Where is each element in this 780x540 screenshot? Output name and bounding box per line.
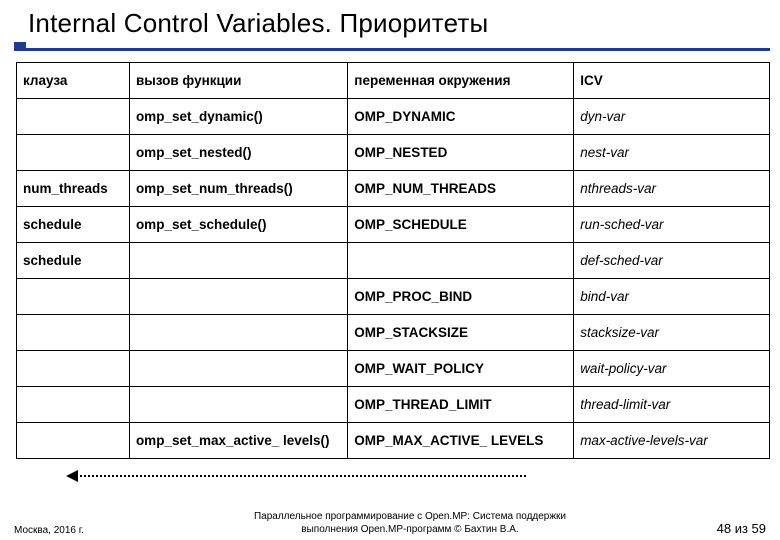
col-header: вызов функции — [129, 63, 347, 99]
title-underline — [14, 48, 770, 51]
table-row: omp_set_nested() OMP_NESTED nest-var — [17, 135, 770, 171]
slide-footer: Москва, 2016 г. Параллельное программиро… — [0, 511, 780, 536]
cell-env: OMP_PROC_BIND — [348, 279, 574, 315]
footer-center-line2: выполнения Open.MP-программ © Бахтин В.А… — [301, 524, 518, 535]
arrow-head-icon — [66, 470, 78, 482]
table-row: OMP_WAIT_POLICY wait-policy-var — [17, 351, 770, 387]
cell-icv: bind-var — [574, 279, 770, 315]
table-header-row: клауза вызов функции переменная окружени… — [17, 63, 770, 99]
cell-clause — [17, 135, 130, 171]
cell-icv: wait-policy-var — [574, 351, 770, 387]
cell-clause — [17, 351, 130, 387]
cell-func — [129, 315, 347, 351]
table-row: omp_set_max_active_ levels() OMP_MAX_ACT… — [17, 423, 770, 459]
cell-env: OMP_WAIT_POLICY — [348, 351, 574, 387]
cell-func: omp_set_schedule() — [129, 207, 347, 243]
table-row: OMP_THREAD_LIMIT thread-limit-var — [17, 387, 770, 423]
cell-clause: num_threads — [17, 171, 130, 207]
cell-func — [129, 243, 347, 279]
table-row: omp_set_dynamic() OMP_DYNAMIC dyn-var — [17, 99, 770, 135]
page-title: Internal Control Variables. Приоритеты — [28, 8, 780, 39]
cell-env: OMP_NESTED — [348, 135, 574, 171]
cell-env: OMP_DYNAMIC — [348, 99, 574, 135]
cell-icv: dyn-var — [574, 99, 770, 135]
cell-func — [129, 279, 347, 315]
table-row: OMP_STACKSIZE stacksize-var — [17, 315, 770, 351]
cell-icv: nest-var — [574, 135, 770, 171]
priority-arrow — [66, 470, 526, 482]
cell-clause — [17, 315, 130, 351]
col-header: ICV — [574, 63, 770, 99]
cell-icv: nthreads-var — [574, 171, 770, 207]
cell-func: omp_set_nested() — [129, 135, 347, 171]
cell-icv: def-sched-var — [574, 243, 770, 279]
cell-func: omp_set_max_active_ levels() — [129, 423, 347, 459]
table-row: schedule omp_set_schedule() OMP_SCHEDULE… — [17, 207, 770, 243]
cell-icv: run-sched-var — [574, 207, 770, 243]
cell-icv: thread-limit-var — [574, 387, 770, 423]
col-header: клауза — [17, 63, 130, 99]
cell-env: OMP_THREAD_LIMIT — [348, 387, 574, 423]
cell-env: OMP_NUM_THREADS — [348, 171, 574, 207]
col-header: переменная окружения — [348, 63, 574, 99]
cell-env — [348, 243, 574, 279]
table-row: schedule def-sched-var — [17, 243, 770, 279]
cell-clause — [17, 387, 130, 423]
table-row: OMP_PROC_BIND bind-var — [17, 279, 770, 315]
cell-clause: schedule — [17, 207, 130, 243]
footer-subtitle: Параллельное программирование с Open.MP:… — [144, 511, 676, 536]
cell-icv: max-active-levels-var — [574, 423, 770, 459]
cell-env: OMP_SCHEDULE — [348, 207, 574, 243]
cell-clause: schedule — [17, 243, 130, 279]
footer-location: Москва, 2016 г. — [14, 525, 144, 536]
cell-func: omp_set_dynamic() — [129, 99, 347, 135]
cell-func — [129, 351, 347, 387]
footer-center-line1: Параллельное программирование с Open.MP:… — [254, 511, 566, 522]
arrow-line — [76, 475, 526, 477]
table-row: num_threads omp_set_num_threads() OMP_NU… — [17, 171, 770, 207]
cell-icv: stacksize-var — [574, 315, 770, 351]
slide-number: 48 из 59 — [676, 521, 766, 536]
cell-clause — [17, 423, 130, 459]
cell-env: OMP_MAX_ACTIVE_ LEVELS — [348, 423, 574, 459]
cell-clause — [17, 279, 130, 315]
cell-func: omp_set_num_threads() — [129, 171, 347, 207]
cell-func — [129, 387, 347, 423]
icv-table: клауза вызов функции переменная окружени… — [16, 62, 770, 459]
cell-clause — [17, 99, 130, 135]
cell-env: OMP_STACKSIZE — [348, 315, 574, 351]
